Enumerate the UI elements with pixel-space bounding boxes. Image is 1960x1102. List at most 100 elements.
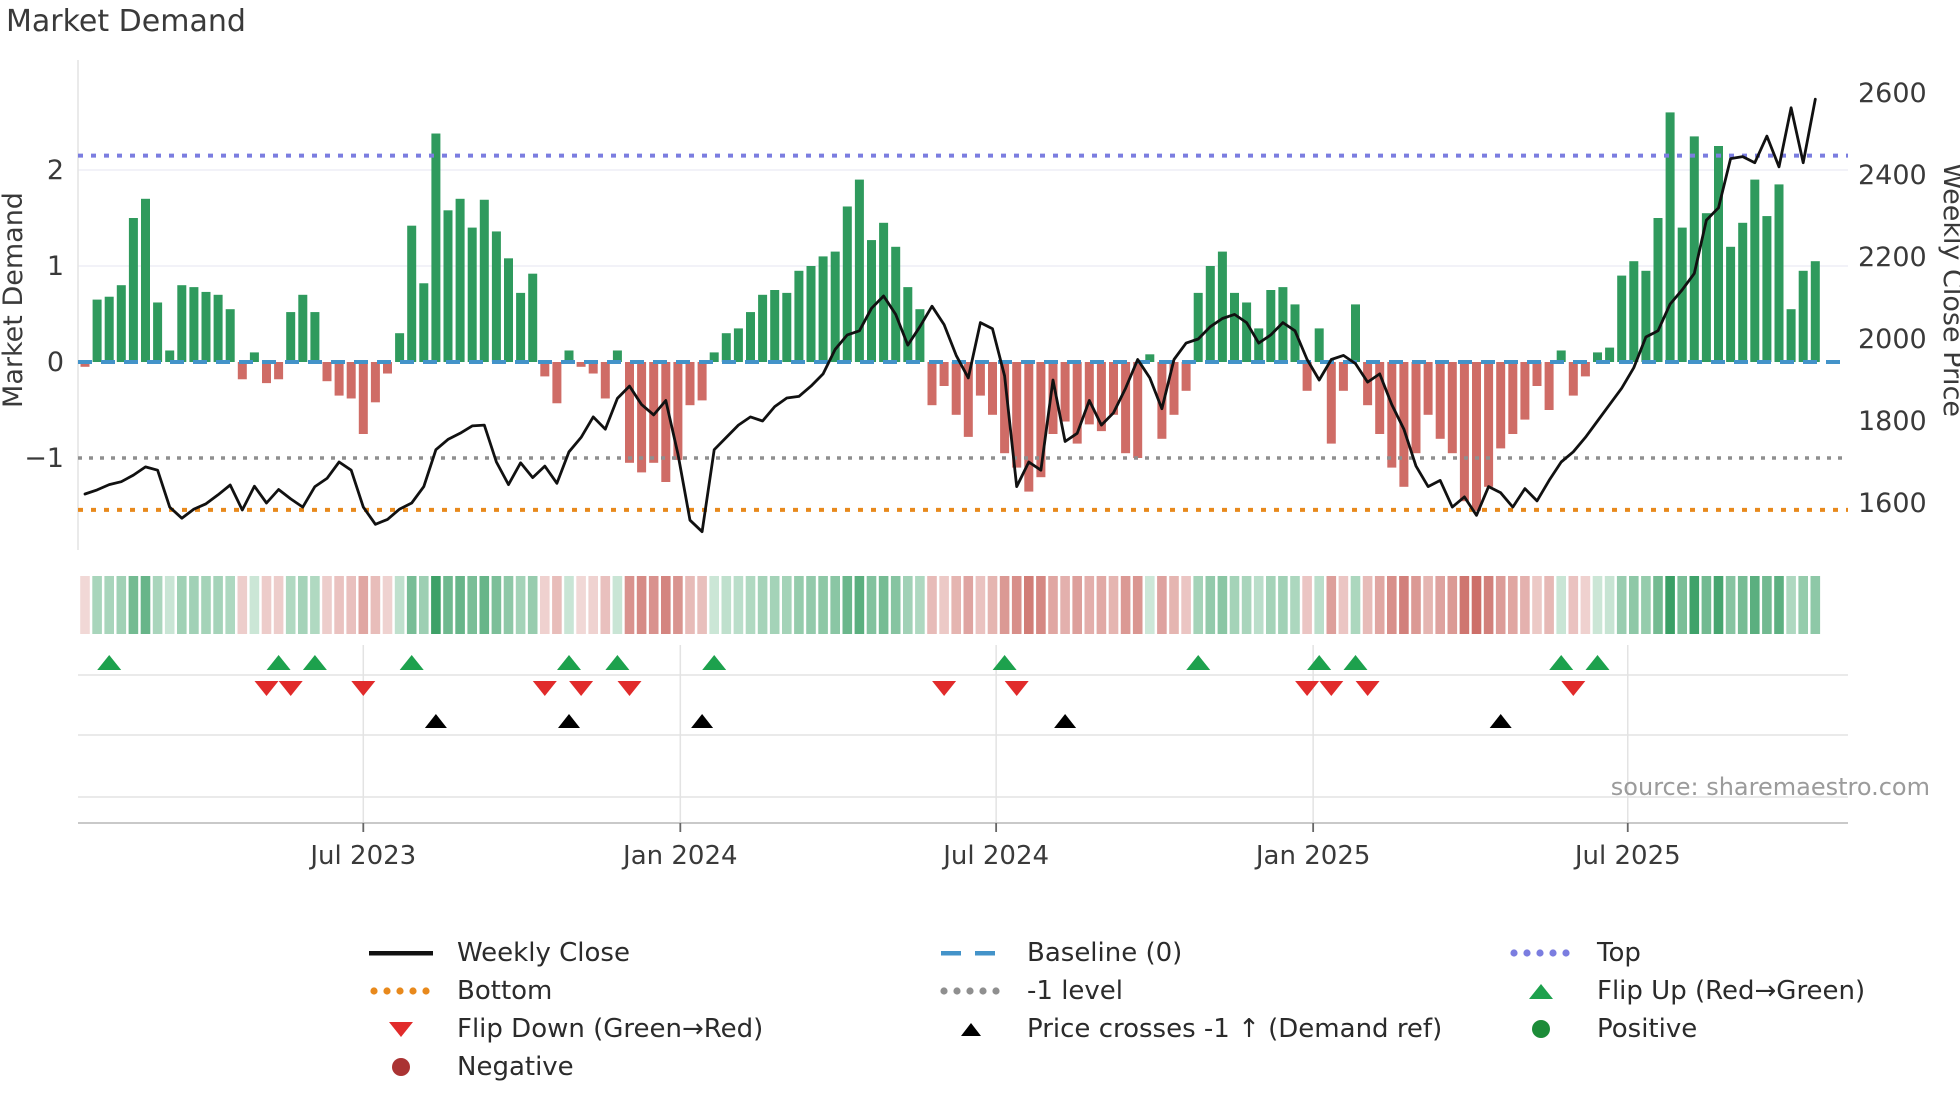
- heatmap-cell: [1495, 576, 1506, 634]
- demand-bar-positive: [1230, 292, 1239, 362]
- heatmap-cell: [128, 576, 139, 634]
- heatmap-cell: [1374, 576, 1385, 634]
- demand-bar-positive: [201, 291, 211, 362]
- heatmap-cell: [600, 576, 611, 634]
- heatmap-cell: [1387, 576, 1397, 634]
- demand-bar-positive: [842, 206, 852, 362]
- heatmap-cell: [1447, 576, 1458, 634]
- heatmap-cell: [697, 576, 707, 634]
- demand-bar-positive: [116, 285, 126, 362]
- demand-bar-positive: [830, 251, 840, 362]
- heatmap-cell: [1435, 576, 1445, 634]
- heatmap-cell: [903, 576, 913, 634]
- demand-bar-negative: [1084, 362, 1094, 425]
- x-tick-label: Jan 2024: [621, 841, 738, 871]
- legend-swatch-dash-blue-icon: [935, 938, 1013, 968]
- price-cross-marker: [424, 714, 447, 728]
- demand-bar-positive: [1605, 347, 1615, 362]
- demand-bar-negative: [1580, 362, 1590, 377]
- flip-up-marker: [605, 655, 630, 670]
- heatmap-cell: [1338, 576, 1349, 634]
- demand-bar-positive: [1726, 246, 1736, 362]
- heatmap-cell: [346, 576, 356, 634]
- heatmap-cell: [636, 576, 647, 634]
- demand-bar-positive: [467, 227, 477, 362]
- legend-label: Flip Down (Green→Red): [457, 1014, 764, 1044]
- heatmap-cell: [1629, 576, 1639, 634]
- heatmap-cell: [866, 576, 877, 634]
- demand-bar-positive: [419, 283, 429, 362]
- demand-bar-positive: [1242, 302, 1252, 362]
- demand-bar-positive: [504, 258, 513, 362]
- market-demand-chart: Jul 2023 Jan 2024 Jul 2024 Jan 2025 Jul 2025…: [0, 60, 1960, 871]
- heatmap-cell: [358, 576, 369, 634]
- heatmap-cell: [842, 576, 853, 634]
- heatmap-cell: [782, 576, 792, 634]
- price-cross-marker: [558, 714, 580, 728]
- heatmap-cell: [1205, 576, 1216, 634]
- demand-bar-negative: [1532, 362, 1542, 386]
- legend-swatch-tri-up-black-icon: [935, 1014, 1013, 1044]
- heatmap-cell: [540, 576, 550, 634]
- demand-bar-negative: [274, 362, 284, 380]
- demand-bar-positive: [1145, 354, 1155, 362]
- demand-bar-positive: [225, 309, 235, 362]
- legend-label: Top: [1597, 938, 1641, 968]
- x-tick-label: Jul 2025: [1573, 841, 1681, 871]
- gridlines: [77, 60, 1848, 824]
- demand-bar-positive: [854, 179, 864, 362]
- x-tick-label: Jul 2023: [308, 841, 416, 871]
- demand-bar-negative: [1423, 362, 1433, 415]
- flip-down-marker: [1319, 681, 1344, 696]
- heatmap-cell: [757, 576, 768, 634]
- price-cross-marker: [1489, 714, 1512, 728]
- demand-bar-negative: [649, 362, 659, 463]
- demand-bar-negative: [1363, 362, 1373, 406]
- legend-label: Weekly Close: [457, 938, 630, 968]
- heatmap-cell: [152, 576, 163, 634]
- demand-bar-negative: [1012, 362, 1022, 468]
- heatmap-cell: [818, 576, 828, 634]
- heatmap-cell: [1411, 576, 1421, 634]
- demand-bar-negative: [697, 362, 707, 401]
- demand-bar-negative: [1072, 362, 1082, 444]
- heatmap-cell: [1193, 576, 1203, 634]
- heatmap-cell: [419, 576, 429, 634]
- demand-bar-positive: [1254, 328, 1264, 362]
- heatmap-cell: [394, 576, 405, 634]
- heatmap-cell: [1665, 576, 1675, 634]
- demand-bar-positive: [431, 133, 441, 362]
- right-tick-label: 2200: [1858, 242, 1927, 273]
- demand-bar-positive: [1351, 304, 1360, 362]
- heatmap-cell: [975, 576, 986, 634]
- heatmap-cell: [721, 576, 732, 634]
- heatmap-cell: [1326, 576, 1337, 634]
- demand-bar-positive: [903, 287, 913, 362]
- flip-down-marker: [254, 681, 279, 696]
- demand-bar-positive: [1762, 216, 1772, 362]
- heatmap-cell: [1132, 576, 1143, 634]
- heatmap-cell: [733, 576, 744, 634]
- heatmap-cell: [576, 576, 586, 634]
- legend-label: Positive: [1597, 1014, 1698, 1044]
- demand-bar-positive: [104, 296, 114, 362]
- heatmap-cell: [1241, 576, 1252, 634]
- demand-bar-positive: [1738, 222, 1748, 362]
- heatmap-cell: [177, 576, 187, 634]
- heatmap-cell: [1399, 576, 1409, 634]
- demand-bar-positive: [1665, 112, 1675, 363]
- demand-bar-negative: [1484, 362, 1494, 487]
- heatmap-cell: [1483, 576, 1494, 634]
- heatmap-cell: [709, 576, 719, 634]
- demand-bar-negative: [1036, 362, 1046, 478]
- heatmap-cell: [225, 576, 235, 634]
- demand-bar-positive: [818, 256, 828, 362]
- demand-bar-negative: [1048, 362, 1058, 434]
- demand-bar-negative: [1096, 362, 1106, 432]
- legend-label: Flip Up (Red→Green): [1597, 976, 1866, 1006]
- x-tick-label: Jan 2025: [1254, 841, 1371, 871]
- demand-bar-positive: [213, 294, 223, 362]
- flip-down-marker: [351, 681, 376, 696]
- heatmap-cell: [1011, 576, 1022, 634]
- heatmap-cell: [1544, 576, 1554, 634]
